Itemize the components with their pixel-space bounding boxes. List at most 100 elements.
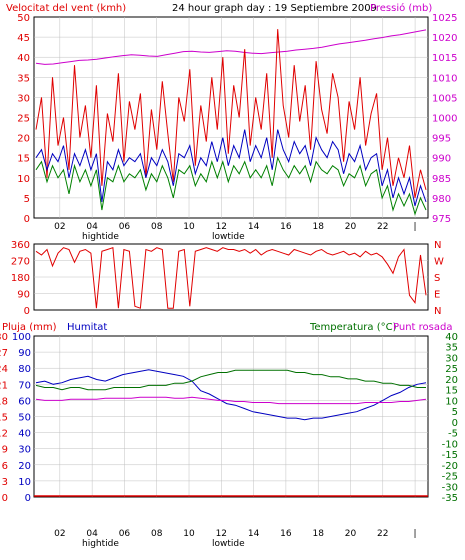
direction-y-tick: 180 [11, 273, 30, 284]
pressure-y-tick: 1025 [432, 13, 457, 24]
temperature-y-tick: 15 [445, 386, 458, 397]
wind-x-tick: 14 [248, 222, 260, 232]
temperature-y-tick: -10 [442, 439, 458, 450]
direction-y-tick: 360 [11, 240, 30, 251]
wind-x-tick: 16 [280, 222, 292, 232]
temperature-y-tick: -20 [442, 461, 458, 472]
climate-x-tick: 08 [151, 529, 163, 539]
climate-x-tick: 22 [377, 529, 388, 539]
wind-y-tick: 20 [17, 134, 30, 145]
humidity-y-tick: 30 [18, 445, 31, 456]
wind-x-tick: | [414, 222, 417, 232]
climate-x-tick: 16 [280, 529, 292, 539]
rain-y-tick: 9 [2, 445, 8, 456]
wind-y-tick: 35 [17, 73, 30, 84]
direction-y-tick: 90 [17, 290, 30, 301]
hightide-label-2: hightide [82, 539, 119, 549]
direction-compass-tick: N [434, 306, 441, 317]
temperature-y-tick: 25 [445, 364, 458, 375]
direction-compass-tick: E [434, 290, 440, 301]
direction-y-tick: 270 [11, 257, 30, 268]
wind-speed-line [35, 29, 427, 198]
climate-grid [34, 336, 428, 497]
wind-grid [34, 17, 428, 218]
humidity-y-tick: 100 [12, 332, 31, 343]
pressure-y-tick: 995 [432, 134, 451, 145]
climate-x-tick: 20 [345, 529, 357, 539]
wind-series [35, 29, 427, 216]
wind-direction-line [35, 247, 427, 309]
wind-x-tick: 12 [216, 222, 227, 232]
climate-x-tick: 02 [54, 529, 65, 539]
temperature-axis-label: Temperatura (°C) [309, 322, 397, 333]
wind-x-tick: 04 [86, 222, 98, 232]
rain-y-tick: 30 [0, 332, 8, 343]
temperature-y-tick: 10 [445, 396, 458, 407]
rain-y-tick: 12 [0, 429, 8, 440]
rain-axis-label: Pluja (mm) [2, 322, 57, 333]
rain-y-tick: 18 [0, 396, 8, 407]
rain-y-tick: 0 [2, 493, 8, 504]
pressure-y-tick: 1010 [432, 73, 457, 84]
direction-y-tick: 0 [24, 306, 30, 317]
rain-y-tick: 15 [0, 413, 8, 424]
wind-chart-title: 24 hour graph day : 19 Septiembre 2009 [172, 3, 377, 14]
temperature-y-tick: 5 [452, 407, 458, 418]
wind-gust-line [35, 156, 427, 216]
climate-x-tick: 04 [86, 529, 98, 539]
humidity-y-tick: 50 [18, 413, 31, 424]
temperature-y-tick: -15 [442, 450, 458, 461]
climate-x-tick: 10 [183, 529, 195, 539]
climate-x-tick: 14 [248, 529, 260, 539]
wind-y-tick: 5 [24, 194, 30, 205]
pressure-y-tick: 1005 [432, 93, 457, 104]
lowtide-label-2: lowtide [212, 539, 245, 549]
humidity-y-tick: 40 [18, 429, 31, 440]
wind-y-tick: 50 [17, 13, 30, 24]
wind-x-tick: 20 [345, 222, 357, 232]
direction-series [35, 247, 427, 309]
humidity-y-tick: 0 [25, 493, 31, 504]
pressure-y-tick: 1020 [432, 33, 457, 44]
climate-series [34, 369, 428, 497]
temperature-y-tick: 20 [445, 375, 458, 386]
climate-x-tick: | [414, 529, 417, 539]
direction-compass-tick: W [434, 257, 444, 268]
wind-x-tick: 18 [312, 222, 324, 232]
wind-y-tick: 30 [17, 93, 30, 104]
wind-x-tick: 06 [119, 222, 131, 232]
rain-y-tick: 6 [2, 461, 8, 472]
pressure-y-tick: 975 [432, 214, 451, 225]
humidity-y-tick: 20 [18, 461, 31, 472]
wind-x-tick: 10 [183, 222, 195, 232]
humidity-y-tick: 80 [18, 364, 31, 375]
temperature-y-tick: 40 [445, 332, 458, 343]
direction-compass-tick: S [434, 273, 440, 284]
wind-x-tick: 22 [377, 222, 388, 232]
humidity-y-tick: 70 [18, 380, 31, 391]
rain-y-tick: 27 [0, 348, 8, 359]
humidity-line [35, 369, 427, 421]
dewpoint-axis-label: Punt rosada [393, 322, 452, 333]
wind-y-ticks: 0 5 10 15 20 25 30 35 40 45 50 [17, 13, 30, 225]
humidity-y-tick: 60 [18, 396, 31, 407]
direction-compass-tick: N [434, 240, 441, 251]
wind-average-line [35, 129, 427, 207]
wind-y-tick: 10 [17, 174, 30, 185]
pressure-axis-label: Pressió (mb) [370, 2, 432, 14]
wind-y-tick: 0 [24, 214, 30, 225]
humidity-y-ticks: 0 10 20 30 40 50 60 70 80 90 100 [12, 332, 31, 504]
pressure-y-tick: 980 [432, 194, 451, 205]
direction-y-ticks: 0 90 180 270 360 [11, 240, 30, 317]
climate-x-tick: 18 [312, 529, 324, 539]
temperature-y-tick: -35 [442, 493, 458, 504]
dewpoint-line [35, 396, 427, 405]
temperature-y-tick: 35 [445, 343, 458, 354]
rain-y-tick: 24 [0, 364, 8, 375]
wind-y-tick: 25 [17, 114, 30, 125]
pressure-y-tick: 990 [432, 154, 451, 165]
climate-x-ticks: 02 04 06 08 10 12 14 16 18 20 22 | [54, 529, 416, 539]
